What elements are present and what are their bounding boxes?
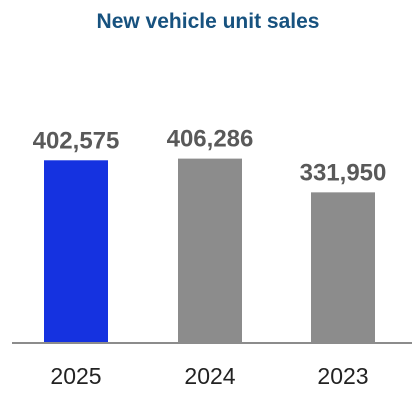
x-tick-label-2025: 2025 xyxy=(50,363,101,389)
bar-2023 xyxy=(311,192,375,343)
x-axis-ticks-group: 2025 2024 2023 xyxy=(50,363,368,389)
bar-2025 xyxy=(44,160,108,343)
bars-group xyxy=(44,158,375,343)
data-label-2024: 406,286 xyxy=(167,126,254,153)
x-tick-label-2023: 2023 xyxy=(317,363,368,389)
data-label-2025: 402,575 xyxy=(33,127,120,154)
chart-title: New vehicle unit sales xyxy=(97,10,320,33)
x-tick-label-2024: 2024 xyxy=(184,363,235,389)
bar-2024 xyxy=(178,158,242,343)
data-labels-group: 402,575 406,286 331,950 xyxy=(33,126,387,187)
data-label-2023: 331,950 xyxy=(300,159,387,186)
